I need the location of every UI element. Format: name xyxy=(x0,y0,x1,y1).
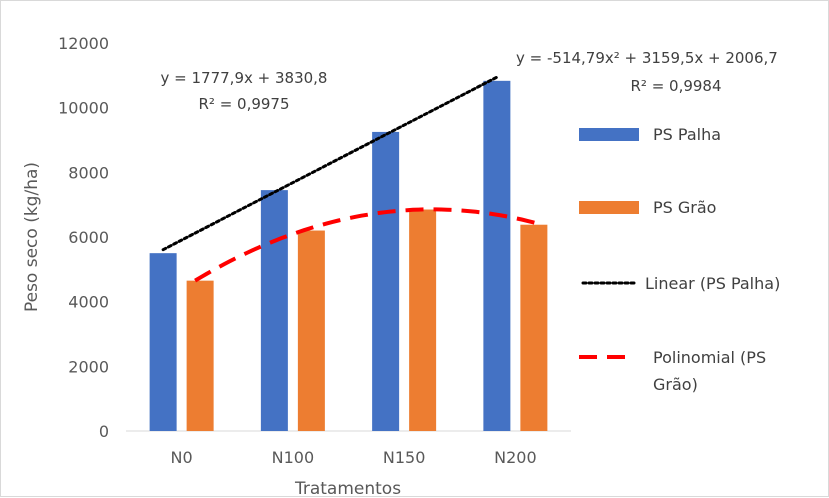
x-tick-label: N100 xyxy=(272,448,315,467)
y-axis-title: Peso seco (kg/ha) xyxy=(22,162,42,312)
trendline-poly-ps-grao xyxy=(194,207,540,283)
bar-ps-palha xyxy=(372,131,400,431)
legend-label-linear: Linear (PS Palha) xyxy=(645,274,780,293)
y-tick-label: 12000 xyxy=(58,34,109,53)
y-tick-label: 4000 xyxy=(68,293,109,312)
x-tick-label: N150 xyxy=(383,448,426,467)
y-tick-label: 10000 xyxy=(58,99,109,118)
equation-poly: y = -514,79x² + 3159,5x + 2006,7 xyxy=(516,49,778,67)
r2-poly: R² = 0,9984 xyxy=(630,77,721,95)
bar-ps-grao xyxy=(186,280,214,431)
legend-swatch-ps-grao xyxy=(579,201,639,214)
legend-swatch-ps-palha xyxy=(579,128,639,141)
legend-label-polinomial-line1: Polinomial (PS xyxy=(653,348,766,367)
legend-label-ps-grao: PS Grão xyxy=(653,198,716,217)
bar-ps-grao xyxy=(520,224,548,431)
equation-linear: y = 1777,9x + 3830,8 xyxy=(161,69,328,87)
trendline-linear-ps-palha xyxy=(161,75,499,252)
y-tick-label: 0 xyxy=(99,422,109,441)
bar-ps-palha xyxy=(149,253,177,431)
x-tick-label: N0 xyxy=(171,448,193,467)
bar-ps-grao xyxy=(297,230,325,431)
y-tick-label: 8000 xyxy=(68,163,109,182)
legend-label-polinomial-line2: Grão) xyxy=(653,375,698,394)
bar-ps-palha xyxy=(483,80,511,431)
bar-ps-palha xyxy=(260,190,288,431)
r2-linear: R² = 0,9975 xyxy=(198,95,289,113)
bar-ps-grao xyxy=(409,209,437,431)
x-axis-title: Tratamentos xyxy=(294,479,401,498)
y-tick-label: 6000 xyxy=(68,228,109,247)
y-tick-label: 2000 xyxy=(68,357,109,376)
x-tick-label: N200 xyxy=(494,448,537,467)
legend-label-ps-palha: PS Palha xyxy=(653,125,721,144)
